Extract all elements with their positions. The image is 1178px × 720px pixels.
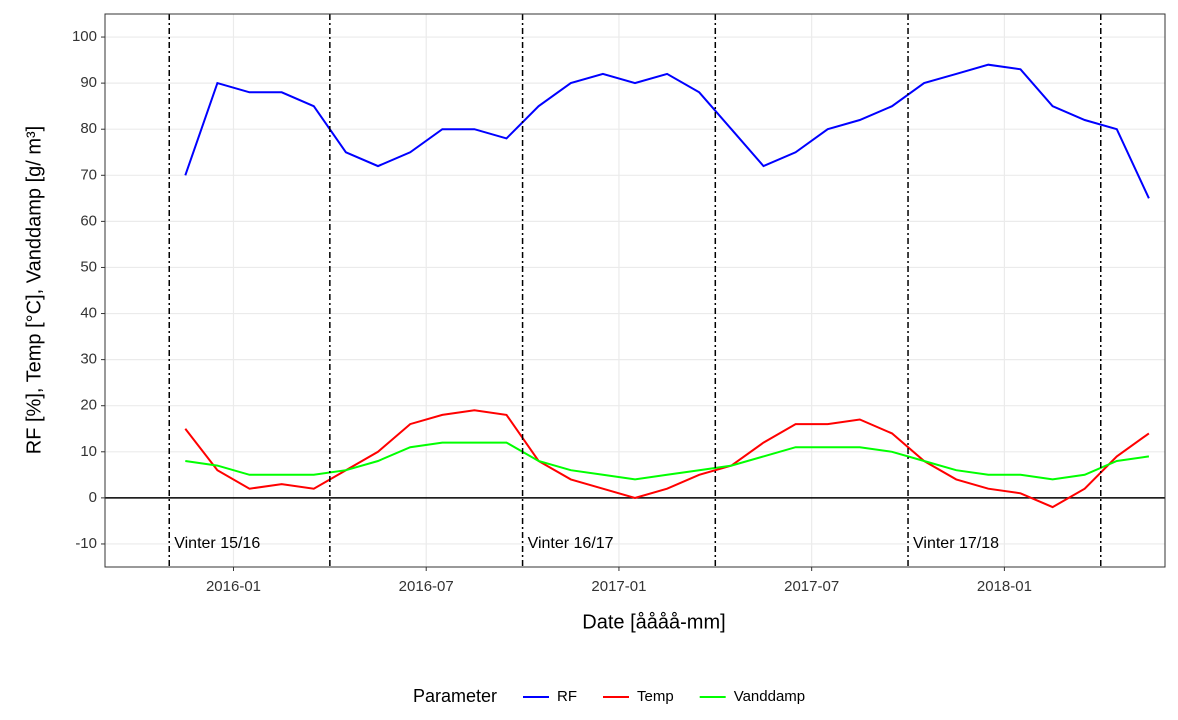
y-tick-label: 50: [80, 258, 97, 275]
y-tick-label: 90: [80, 74, 97, 91]
y-tick-label: 30: [80, 351, 97, 368]
y-tick-label: 0: [89, 489, 97, 506]
annotation: Vinter 15/16: [174, 535, 260, 552]
x-axis-label: Date [åååå-mm]: [582, 611, 725, 633]
legend-title: Parameter: [413, 686, 497, 706]
series-line: [185, 441, 1150, 481]
x-tick-label: 2017-01: [591, 578, 646, 595]
series-line: [184, 63, 1150, 199]
panel: [105, 14, 1165, 567]
panel-border: [104, 13, 1166, 568]
y-axis-label: RF [%], Temp [°C], Vanddamp [g/ m³]: [23, 126, 45, 454]
legend-label: RF: [557, 688, 577, 705]
annotation: Vinter 17/18: [913, 535, 999, 552]
y-tick-label: 100: [72, 28, 97, 45]
y-tick-label: 40: [80, 305, 97, 322]
y-tick-label: 60: [80, 212, 97, 229]
y-tick-label: 80: [80, 120, 97, 137]
x-tick-label: 2016-07: [399, 578, 454, 595]
y-tick-label: 20: [80, 397, 97, 414]
annotation: Vinter 16/17: [528, 535, 614, 552]
y-tick-label: 70: [80, 166, 97, 183]
y-tick-label: -10: [75, 535, 97, 552]
y-tick-label: 10: [80, 443, 97, 460]
x-tick-label: 2017-07: [784, 578, 839, 595]
legend-label: Vanddamp: [734, 688, 805, 705]
x-tick-label: 2016-01: [206, 578, 261, 595]
legend-label: Temp: [637, 688, 674, 705]
x-tick-label: 2018-01: [977, 578, 1032, 595]
